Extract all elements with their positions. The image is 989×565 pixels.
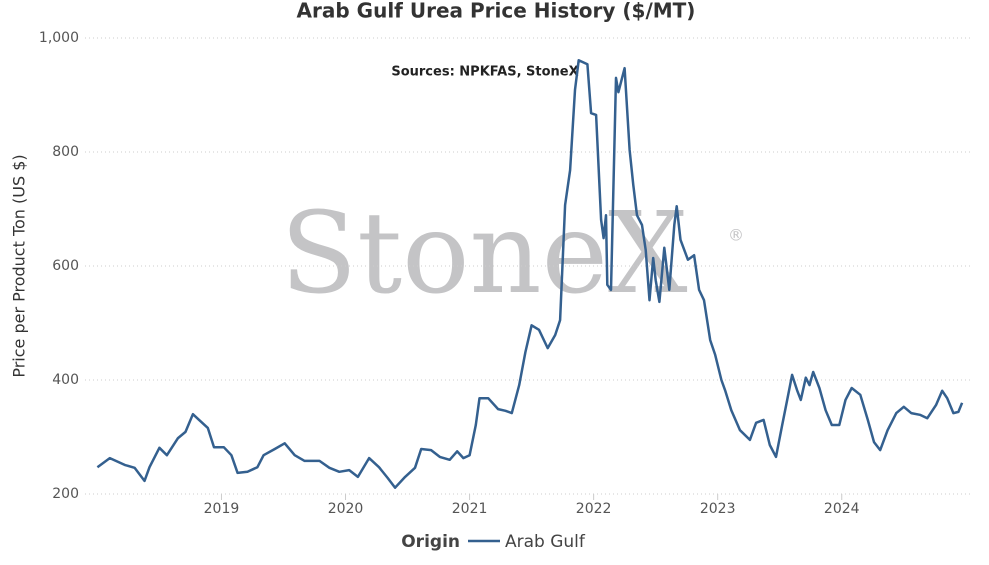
- y-tick-label: 800: [52, 144, 79, 160]
- x-tick-label: 2019: [204, 501, 240, 517]
- y-tick-label: 600: [52, 258, 79, 274]
- x-tick-label: 2020: [328, 501, 364, 517]
- legend-title: Origin: [401, 532, 460, 552]
- watermark: StoneX: [280, 189, 688, 319]
- x-tick-label: 2021: [452, 501, 488, 517]
- legend-label: Arab Gulf: [505, 532, 586, 552]
- x-tick-label: 2022: [576, 501, 612, 517]
- y-tick-label: 200: [52, 486, 79, 502]
- y-tick-label: 1,000: [39, 30, 79, 46]
- series-line: [96, 58, 964, 489]
- y-tick-label: 400: [52, 372, 79, 388]
- x-tick-label: 2023: [700, 501, 736, 517]
- watermark-mark: ®: [728, 226, 744, 245]
- x-tick-label: 2024: [824, 501, 860, 517]
- y-axis-label: Price per Product Ton (US $): [10, 154, 29, 377]
- subtitle: Sources: NPKFAS, StoneX: [391, 65, 578, 80]
- chart-title: Arab Gulf Urea Price History ($/MT): [297, 0, 696, 23]
